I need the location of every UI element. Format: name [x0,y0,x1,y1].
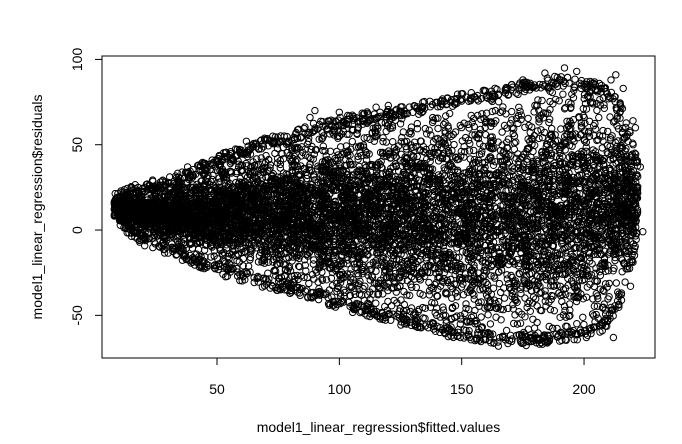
data-point [594,136,602,144]
data-point [510,145,518,154]
data-point [505,279,513,288]
data-point [457,220,465,228]
data-point [488,246,496,254]
data-point [491,158,499,166]
data-point [604,127,612,136]
data-point [591,148,600,156]
data-point [515,208,524,216]
data-point [491,183,499,192]
data-point [589,146,597,154]
data-point [434,124,442,133]
data-points [110,64,647,350]
data-point [585,253,594,261]
data-point [470,264,478,272]
data-point [426,268,434,277]
data-point [459,291,468,299]
data-point [389,138,397,146]
data-point [446,171,455,180]
data-point [565,169,573,177]
data-point [488,157,496,165]
data-point [596,155,604,163]
data-point [586,257,594,265]
data-point [481,180,489,188]
data-point [582,105,591,113]
data-point [450,140,458,149]
data-point [481,123,489,132]
data-point [498,161,507,169]
data-point [524,114,532,123]
data-point [435,268,443,277]
data-point [449,130,457,139]
data-point [502,237,510,245]
data-point [500,192,508,200]
data-point [490,296,499,304]
data-point [382,127,390,136]
data-point [458,248,467,256]
